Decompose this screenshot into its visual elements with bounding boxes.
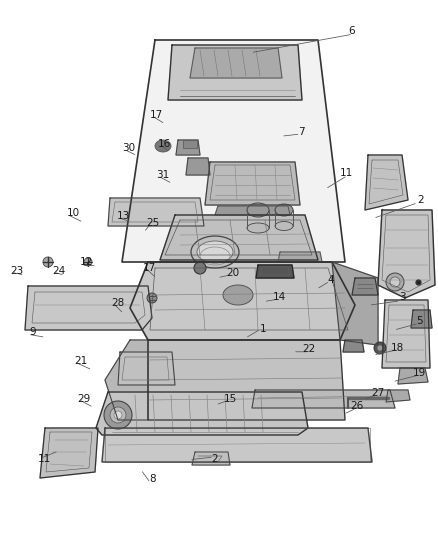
Circle shape — [114, 411, 122, 419]
Circle shape — [110, 407, 126, 423]
Text: 22: 22 — [302, 344, 315, 354]
Text: 10: 10 — [67, 208, 80, 218]
Ellipse shape — [247, 203, 269, 217]
Text: 8: 8 — [149, 474, 156, 483]
Polygon shape — [365, 155, 408, 210]
Text: 20: 20 — [226, 268, 240, 278]
Polygon shape — [160, 215, 318, 260]
Polygon shape — [130, 262, 355, 340]
Text: 17: 17 — [150, 110, 163, 119]
Bar — [183, 140, 197, 148]
Circle shape — [390, 277, 400, 287]
Text: 2: 2 — [417, 195, 424, 205]
Text: 12: 12 — [80, 257, 93, 267]
Polygon shape — [168, 45, 302, 100]
Text: 15: 15 — [223, 394, 237, 403]
Polygon shape — [195, 452, 228, 465]
Polygon shape — [186, 158, 210, 175]
Text: 4: 4 — [327, 275, 334, 285]
Text: 23: 23 — [10, 266, 23, 276]
Polygon shape — [118, 352, 175, 385]
Polygon shape — [252, 390, 395, 408]
Text: 2: 2 — [211, 455, 218, 464]
Circle shape — [374, 342, 386, 354]
Text: 21: 21 — [74, 357, 88, 366]
Polygon shape — [398, 368, 428, 384]
Polygon shape — [352, 278, 378, 295]
Text: 31: 31 — [156, 170, 170, 180]
Polygon shape — [205, 162, 300, 205]
Ellipse shape — [191, 236, 239, 268]
Polygon shape — [176, 140, 200, 155]
Text: 16: 16 — [158, 139, 171, 149]
Polygon shape — [378, 210, 435, 298]
Ellipse shape — [197, 241, 233, 263]
Polygon shape — [382, 300, 430, 368]
Text: 27: 27 — [371, 389, 384, 398]
Polygon shape — [40, 428, 98, 478]
Polygon shape — [108, 198, 204, 226]
Polygon shape — [278, 252, 322, 262]
Text: 19: 19 — [413, 368, 426, 378]
Text: 11: 11 — [38, 455, 51, 464]
Text: 18: 18 — [391, 343, 404, 352]
Polygon shape — [96, 392, 308, 435]
Text: 14: 14 — [273, 293, 286, 302]
Polygon shape — [386, 390, 410, 402]
Polygon shape — [332, 262, 378, 345]
Text: 7: 7 — [298, 127, 305, 137]
Ellipse shape — [275, 204, 293, 216]
Circle shape — [104, 401, 132, 429]
Text: 30: 30 — [123, 143, 136, 153]
Polygon shape — [215, 206, 290, 215]
Polygon shape — [105, 340, 148, 420]
Polygon shape — [148, 340, 345, 420]
Ellipse shape — [275, 222, 293, 230]
Polygon shape — [190, 48, 282, 78]
Ellipse shape — [247, 223, 269, 233]
Circle shape — [43, 257, 53, 267]
Text: 24: 24 — [53, 266, 66, 276]
Text: 26: 26 — [350, 401, 364, 411]
Bar — [105, 428, 370, 462]
Text: 5: 5 — [416, 316, 423, 326]
Text: 25: 25 — [146, 218, 159, 228]
Text: 6: 6 — [348, 26, 355, 36]
Circle shape — [194, 262, 206, 274]
Text: 17: 17 — [143, 263, 156, 272]
Text: 28: 28 — [111, 298, 124, 308]
Polygon shape — [102, 428, 372, 462]
Ellipse shape — [155, 140, 171, 152]
Circle shape — [377, 345, 383, 351]
Ellipse shape — [223, 285, 253, 305]
Polygon shape — [343, 340, 364, 352]
Text: 13: 13 — [117, 211, 130, 221]
Text: 1: 1 — [259, 325, 266, 334]
Polygon shape — [256, 265, 294, 278]
Circle shape — [84, 258, 92, 266]
Polygon shape — [192, 452, 230, 465]
Polygon shape — [122, 40, 345, 262]
Text: 9: 9 — [29, 327, 36, 336]
Polygon shape — [25, 286, 152, 330]
Circle shape — [147, 293, 157, 303]
Text: 3: 3 — [399, 293, 406, 302]
Text: 11: 11 — [339, 168, 353, 178]
Text: 29: 29 — [78, 394, 91, 403]
Circle shape — [386, 273, 404, 291]
Polygon shape — [411, 310, 432, 328]
